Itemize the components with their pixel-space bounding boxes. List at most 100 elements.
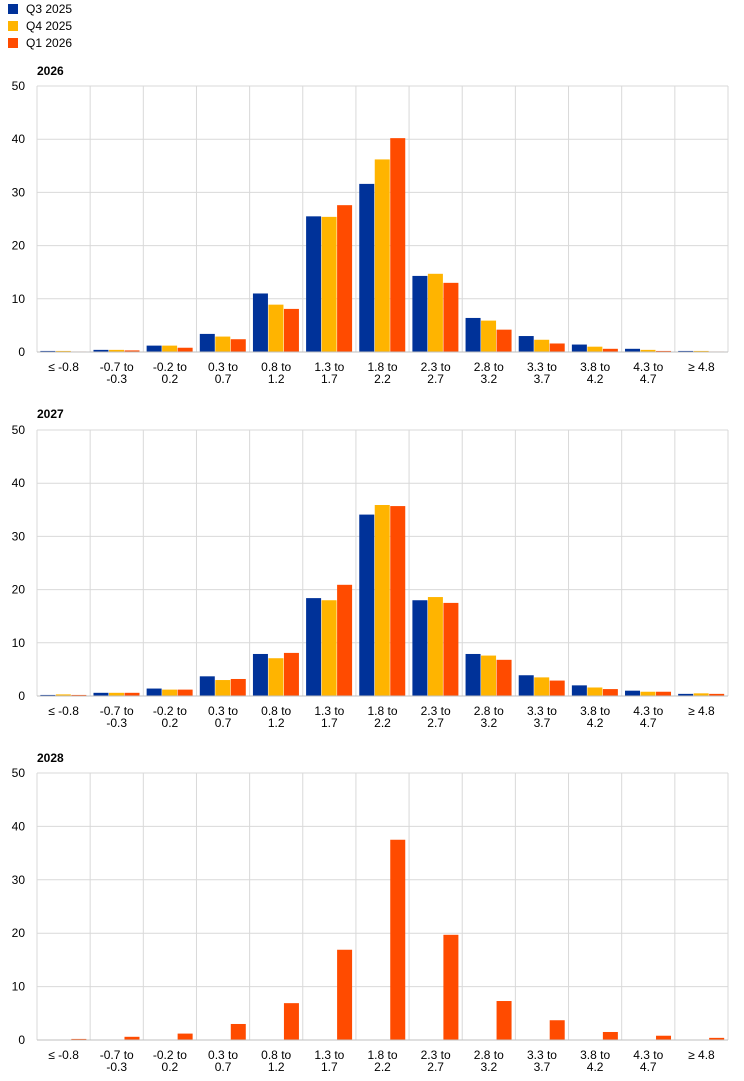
y-tick-label: 50 — [12, 766, 26, 780]
y-tick-label: 40 — [12, 132, 26, 146]
bar-q1-2026 — [71, 694, 87, 696]
bar-q3-2025 — [199, 333, 215, 352]
legend-item-q1-2026: Q1 2026 — [8, 34, 72, 51]
bar-q1-2026 — [496, 659, 512, 696]
x-tick-label: 0.3 to — [208, 360, 238, 374]
y-tick-label: 10 — [12, 292, 26, 306]
x-tick-label: 3.2 — [480, 372, 497, 386]
y-tick-label: 10 — [12, 636, 26, 650]
bar-q1-2026 — [602, 689, 618, 696]
x-tick-label: 3.7 — [534, 372, 551, 386]
bar-q4-2025 — [55, 694, 71, 696]
x-tick-label: 1.3 to — [314, 704, 344, 718]
x-tick-label: -0.3 — [106, 716, 127, 730]
x-tick-label: ≤ -0.8 — [48, 704, 79, 718]
y-tick-label: 10 — [12, 980, 26, 994]
x-tick-label: 0.2 — [162, 1060, 179, 1074]
x-tick-label: 1.2 — [268, 1060, 285, 1074]
bar-q4-2025 — [215, 680, 231, 696]
x-tick-label: 3.2 — [480, 1060, 497, 1074]
x-tick-label: 3.7 — [534, 716, 551, 730]
bar-q1-2026 — [602, 348, 618, 352]
bar-q1-2026 — [177, 1033, 193, 1040]
x-tick-label: 4.7 — [640, 372, 657, 386]
bar-q4-2025 — [693, 693, 709, 696]
y-tick-label: 0 — [18, 345, 25, 359]
bar-q3-2025 — [359, 183, 375, 352]
bar-q4-2025 — [587, 346, 603, 352]
x-tick-label: 1.2 — [268, 716, 285, 730]
x-tick-label: 3.8 to — [580, 1048, 610, 1062]
x-tick-label: 3.3 to — [527, 360, 557, 374]
legend-swatch-q4-2025 — [8, 20, 18, 31]
chart-title: 2027 — [37, 407, 64, 421]
bar-q1-2026 — [549, 680, 565, 696]
bar-q1-2026 — [283, 1003, 299, 1040]
x-tick-label: 2.2 — [374, 1060, 391, 1074]
bar-q1-2026 — [549, 343, 565, 352]
bar-q1-2026 — [283, 308, 299, 352]
bar-q3-2025 — [518, 336, 534, 352]
x-tick-label: 0.3 to — [208, 704, 238, 718]
y-tick-label: 0 — [18, 1033, 25, 1047]
bar-q1-2026 — [283, 652, 299, 696]
bar-q1-2026 — [656, 691, 672, 696]
bar-q3-2025 — [518, 675, 534, 696]
x-tick-label: 1.2 — [268, 372, 285, 386]
x-tick-label: 0.2 — [162, 716, 179, 730]
y-tick-label: 40 — [12, 476, 26, 490]
bar-q1-2026 — [709, 693, 725, 696]
bar-q3-2025 — [306, 598, 322, 696]
bar-q4-2025 — [534, 339, 550, 352]
y-tick-label: 30 — [12, 529, 26, 543]
x-tick-label: 2.7 — [427, 1060, 444, 1074]
x-tick-label: 4.7 — [640, 1060, 657, 1074]
bar-q3-2025 — [571, 685, 587, 696]
bar-q3-2025 — [252, 653, 268, 696]
x-tick-label: 2.7 — [427, 716, 444, 730]
legend: Q3 2025 Q4 2025 Q1 2026 — [8, 0, 72, 51]
x-tick-label: -0.2 to — [153, 1048, 187, 1062]
bar-q1-2026 — [71, 1038, 87, 1040]
bar-q3-2025 — [678, 693, 694, 696]
x-tick-label: 2.3 to — [421, 360, 451, 374]
bar-q4-2025 — [693, 350, 709, 352]
x-tick-label: 2.3 to — [421, 1048, 451, 1062]
x-tick-label: ≥ 4.8 — [688, 1048, 715, 1062]
bar-q3-2025 — [678, 350, 694, 352]
y-tick-label: 20 — [12, 926, 26, 940]
bar-q4-2025 — [427, 597, 443, 696]
bar-q4-2025 — [268, 304, 284, 352]
bar-q3-2025 — [465, 653, 481, 696]
bar-q4-2025 — [55, 350, 71, 352]
bar-q4-2025 — [481, 655, 497, 696]
y-tick-label: 50 — [12, 423, 26, 437]
bar-q3-2025 — [625, 690, 641, 696]
legend-label-q4-2025: Q4 2025 — [26, 18, 73, 33]
y-tick-label: 0 — [18, 689, 25, 703]
bar-q1-2026 — [124, 1036, 140, 1040]
x-tick-label: 0.2 — [162, 372, 179, 386]
bar-q3-2025 — [571, 344, 587, 352]
bar-q1-2026 — [443, 602, 459, 696]
x-tick-label: -0.7 to — [100, 360, 134, 374]
x-tick-label: 3.3 to — [527, 704, 557, 718]
bar-q1-2026 — [177, 347, 193, 352]
bar-q4-2025 — [162, 345, 178, 352]
bar-q4-2025 — [374, 159, 390, 352]
bar-q1-2026 — [337, 949, 353, 1040]
bar-q1-2026 — [656, 350, 672, 352]
x-tick-label: 2.3 to — [421, 704, 451, 718]
chart-title: 2026 — [37, 64, 64, 78]
x-tick-label: 1.7 — [321, 716, 338, 730]
bar-q3-2025 — [359, 514, 375, 696]
bar-q1-2026 — [124, 692, 140, 696]
x-tick-label: 3.7 — [534, 1060, 551, 1074]
bar-q4-2025 — [587, 687, 603, 696]
bar-q4-2025 — [108, 692, 124, 696]
bar-q3-2025 — [146, 688, 162, 696]
bar-q1-2026 — [549, 1020, 565, 1040]
x-tick-label: 3.8 to — [580, 704, 610, 718]
